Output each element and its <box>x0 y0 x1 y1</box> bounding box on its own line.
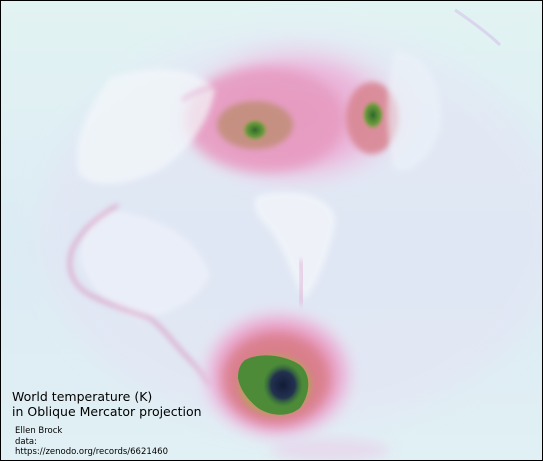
cold-landmass-north-america <box>76 68 215 185</box>
east-green-core <box>361 99 385 131</box>
map-credit: Ellen Brock data: https://zenodo.org/rec… <box>15 426 168 458</box>
map-title: World temperature (K) in Oblique Mercato… <box>12 389 202 419</box>
cold-landmass-south-america <box>80 210 210 320</box>
credit-data-label: data: <box>15 436 38 447</box>
credit-url[interactable]: https://zenodo.org/records/6621460 <box>15 447 168 457</box>
coastline-south-america <box>68 203 212 386</box>
south-dark-core <box>263 363 303 407</box>
credit-author: Ellen Brock <box>15 426 63 436</box>
map-title-line1: World temperature (K) <box>12 389 153 404</box>
north-green-core <box>241 118 269 142</box>
cold-landmass-africa <box>253 191 336 300</box>
map-title-line2: in Oblique Mercator projection <box>12 404 202 419</box>
